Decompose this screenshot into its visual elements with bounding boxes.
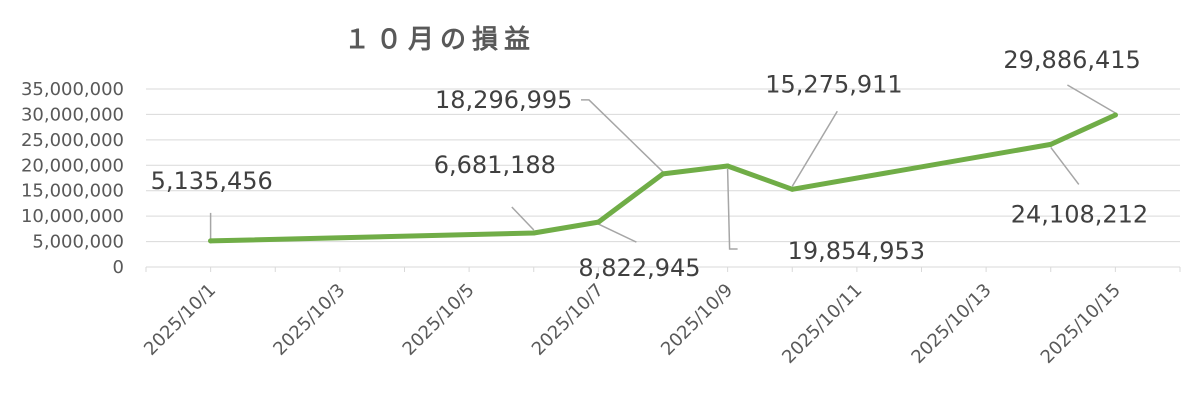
- y-tick-label: 5,000,000: [32, 232, 124, 253]
- label-leader-lines: [209, 84, 1116, 250]
- data-label: 24,108,212: [1011, 200, 1148, 228]
- x-tick-label: 2025/10/15: [1037, 280, 1125, 368]
- label-leader-line: [598, 223, 637, 243]
- data-point: [208, 238, 214, 244]
- label-leader-line: [1067, 84, 1116, 114]
- chart-title: １０月の損益: [344, 25, 536, 55]
- data-labels: 5,135,456 6,681,188 8,822,945 18,296,995 19,…: [151, 46, 1149, 282]
- label-leader-line: [1050, 146, 1080, 185]
- data-label: 5,135,456: [151, 167, 273, 195]
- y-tick-label: 15,000,000: [21, 181, 124, 202]
- x-tick-label: 2025/10/9: [657, 280, 737, 360]
- label-leader-line: [581, 99, 664, 173]
- label-leader-line: [726, 168, 738, 250]
- y-tick-label: 20,000,000: [21, 155, 124, 176]
- data-label: 15,275,911: [765, 70, 902, 98]
- label-leader-line: [791, 110, 838, 187]
- x-tick-label: 2025/10/1: [140, 280, 220, 360]
- y-tick-label: 25,000,000: [21, 130, 124, 151]
- label-leader-line: [511, 206, 535, 231]
- data-point: [595, 219, 601, 225]
- data-point: [789, 186, 795, 192]
- x-tick-label: 2025/10/3: [269, 280, 349, 360]
- series-line: [208, 112, 1118, 244]
- data-point: [1048, 141, 1054, 147]
- data-label: 18,296,995: [435, 86, 572, 114]
- x-tick-label: 2025/10/13: [907, 280, 995, 368]
- series-layer: [208, 112, 1118, 244]
- data-label: 19,854,953: [788, 237, 925, 265]
- data-point: [660, 171, 666, 177]
- y-tick-label: 30,000,000: [21, 104, 124, 125]
- x-tick-label: 2025/10/5: [399, 280, 479, 360]
- y-tick-label: 35,000,000: [21, 79, 124, 100]
- data-label: 29,886,415: [1003, 46, 1140, 74]
- data-label: 8,822,945: [578, 254, 700, 282]
- data-point: [725, 163, 731, 169]
- gridlines: [146, 88, 1180, 268]
- x-tick-label: 2025/10/7: [528, 280, 608, 360]
- data-label: 6,681,188: [434, 151, 556, 179]
- x-tick-label: 2025/10/11: [778, 280, 866, 368]
- data-point: [1112, 112, 1118, 118]
- y-tick-label: 0: [113, 257, 124, 278]
- y-tick-label: 10,000,000: [21, 206, 124, 227]
- data-point: [531, 230, 537, 236]
